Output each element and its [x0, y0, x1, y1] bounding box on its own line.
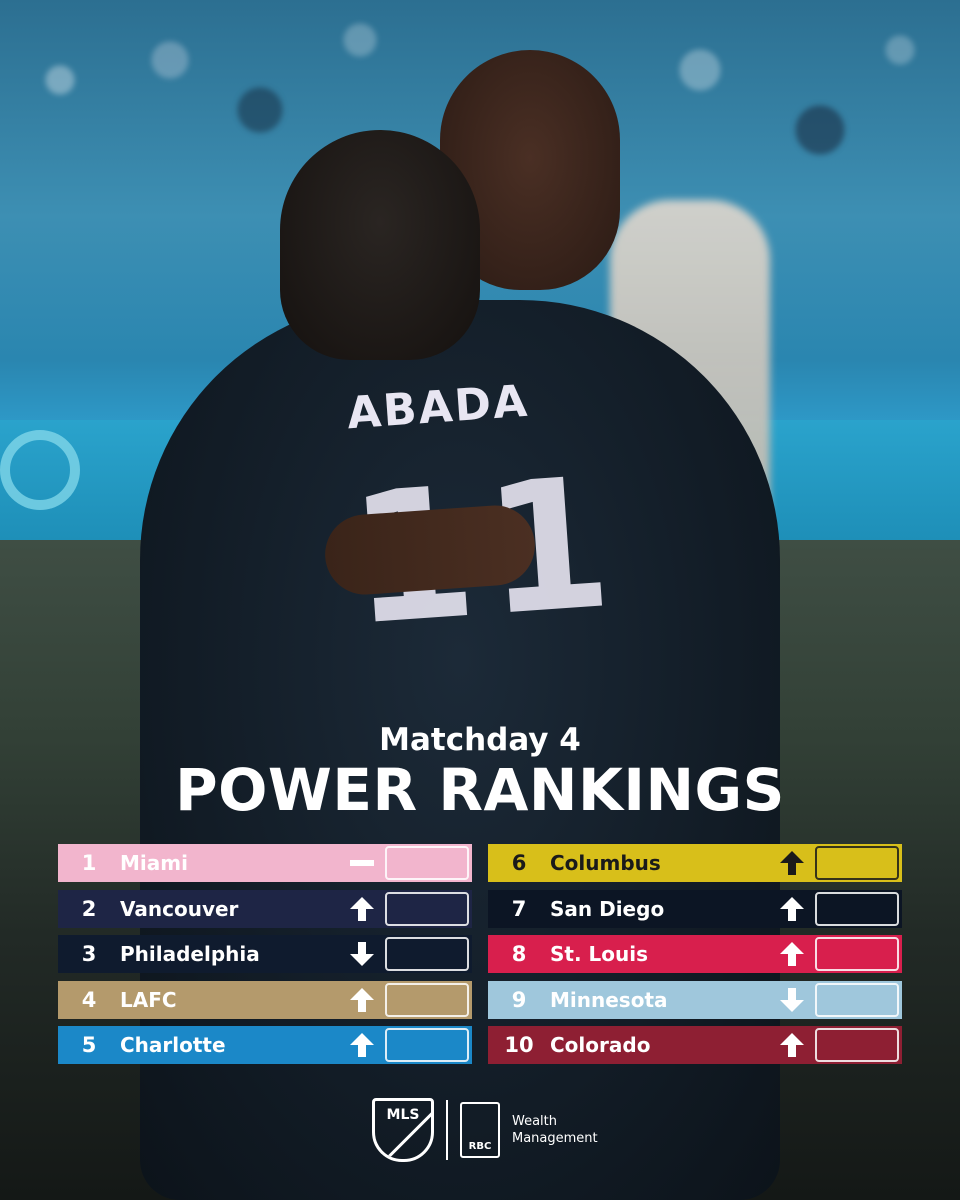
rbc-logo-text: RBC [468, 1141, 492, 1152]
ranking-row: 7 San Diego [488, 890, 902, 928]
mls-logo-text: MLS [386, 1107, 420, 1123]
team-crest-icon [385, 983, 469, 1017]
footer-divider [446, 1100, 448, 1160]
rank-number: 1 [81, 851, 97, 875]
arrow-up-icon [772, 941, 812, 967]
team-logo [382, 981, 472, 1019]
team-logo [382, 890, 472, 928]
team-name: Vancouver [120, 897, 239, 921]
arrow-up-icon [342, 896, 382, 922]
team-logo [382, 844, 472, 882]
rank-number: 5 [81, 1033, 97, 1057]
team-crest-icon [385, 846, 469, 880]
movement-shape [350, 942, 374, 966]
arrow-down-icon [772, 987, 812, 1013]
movement-shape [780, 942, 804, 966]
ranking-row: 2 Vancouver [58, 890, 472, 928]
team-logo [812, 844, 902, 882]
team-logo [812, 981, 902, 1019]
arrow-up-icon [772, 850, 812, 876]
player-head [280, 130, 480, 360]
movement-shape [350, 897, 374, 921]
movement-shape [780, 851, 804, 875]
ranking-row: 6 Columbus [488, 844, 902, 882]
team-crest-icon [385, 892, 469, 926]
team-crest-icon [815, 937, 899, 971]
team-crest-icon [815, 846, 899, 880]
footer-logos: MLS RBC Wealth Management [372, 1098, 598, 1162]
rank-number: 9 [511, 988, 527, 1012]
rank-number: 6 [511, 851, 527, 875]
ranking-row: 10 Colorado [488, 1026, 902, 1064]
wealth-line-1: Wealth [512, 1114, 558, 1129]
movement-shape [780, 988, 804, 1012]
team-logo [382, 1026, 472, 1064]
rank-number: 4 [81, 988, 97, 1012]
page-title: POWER RANKINGS [175, 756, 785, 824]
team-crest-icon [385, 1028, 469, 1062]
ranking-row: 3 Philadelphia [58, 935, 472, 973]
team-logo [812, 1026, 902, 1064]
mls-logo: MLS [372, 1098, 434, 1162]
team-logo [812, 935, 902, 973]
team-crest-icon [385, 937, 469, 971]
team-name: St. Louis [550, 942, 649, 966]
team-crest-icon [815, 892, 899, 926]
arrow-down-icon [342, 941, 382, 967]
team-name: Philadelphia [120, 942, 260, 966]
ranking-row: 4 LAFC [58, 981, 472, 1019]
arrow-up-icon [772, 1032, 812, 1058]
team-name: Miami [120, 851, 188, 875]
arrow-up-icon [342, 987, 382, 1013]
team-name: San Diego [550, 897, 665, 921]
ranking-row: 8 St. Louis [488, 935, 902, 973]
no-change-icon [342, 850, 382, 876]
wealth-management-text: Wealth Management [512, 1113, 598, 1147]
ranking-row: 5 Charlotte [58, 1026, 472, 1064]
movement-shape [350, 1033, 374, 1057]
movement-shape [350, 860, 374, 866]
ranking-row: 1 Miami [58, 844, 472, 882]
rank-number: 8 [511, 942, 527, 966]
team-logo [812, 890, 902, 928]
movement-shape [350, 988, 374, 1012]
wealth-line-2: Management [512, 1131, 598, 1146]
arrow-up-icon [772, 896, 812, 922]
rbc-logo: RBC [460, 1102, 500, 1158]
arrow-up-icon [342, 1032, 382, 1058]
rank-number: 3 [81, 942, 97, 966]
ranking-row: 9 Minnesota [488, 981, 902, 1019]
team-name: Colorado [550, 1033, 651, 1057]
team-name: LAFC [120, 988, 177, 1012]
team-crest-icon [815, 1028, 899, 1062]
rank-number: 2 [81, 897, 97, 921]
team-logo [382, 935, 472, 973]
rank-number: 7 [511, 897, 527, 921]
team-crest-icon [815, 983, 899, 1017]
movement-shape [780, 1033, 804, 1057]
player-arm [322, 502, 538, 598]
team-name: Columbus [550, 851, 661, 875]
matchday-label: Matchday 4 [379, 722, 581, 758]
team-name: Minnesota [550, 988, 668, 1012]
movement-shape [780, 897, 804, 921]
team-name: Charlotte [120, 1033, 226, 1057]
board-logo-ring [0, 430, 80, 510]
rank-number: 10 [504, 1033, 534, 1057]
